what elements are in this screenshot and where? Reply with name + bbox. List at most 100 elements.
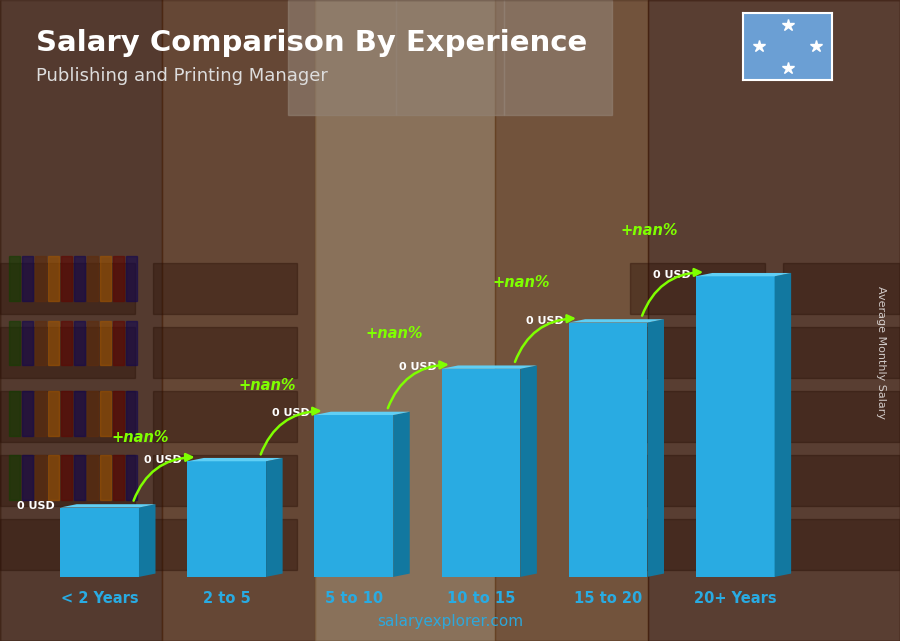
Text: 0 USD: 0 USD (526, 316, 563, 326)
Bar (48, 455, 58, 500)
Bar (87, 320, 98, 365)
Bar (504, 0, 612, 115)
Polygon shape (569, 319, 664, 322)
Bar (126, 320, 137, 365)
Bar (22, 391, 32, 436)
Bar (35, 391, 46, 436)
Bar (74, 320, 85, 365)
Polygon shape (314, 412, 410, 415)
Bar (22, 320, 32, 365)
Bar (153, 455, 297, 506)
Bar (100, 455, 111, 500)
Bar (126, 391, 137, 436)
Text: Average Monthly Salary: Average Monthly Salary (877, 286, 886, 419)
Bar (630, 391, 765, 442)
Text: +nan%: +nan% (365, 326, 423, 342)
Bar (0, 391, 135, 442)
Bar (648, 0, 900, 641)
Bar (126, 256, 137, 301)
Bar (74, 391, 85, 436)
Text: 0 USD: 0 USD (17, 501, 55, 511)
Bar (74, 455, 85, 500)
Bar (126, 455, 137, 500)
Bar (153, 391, 297, 442)
Bar (783, 455, 900, 506)
Bar (22, 256, 32, 301)
Polygon shape (520, 365, 537, 577)
Bar (113, 455, 124, 500)
Bar (9, 455, 20, 500)
Bar (100, 391, 111, 436)
Bar (630, 455, 765, 506)
Bar (630, 263, 765, 314)
Bar (0, 327, 135, 378)
Bar (696, 276, 775, 577)
Text: +nan%: +nan% (112, 430, 169, 445)
Text: 0 USD: 0 USD (653, 270, 690, 279)
Bar (314, 415, 393, 577)
Bar (9, 320, 20, 365)
Bar (87, 455, 98, 500)
Bar (442, 369, 520, 577)
Bar (60, 508, 139, 577)
Polygon shape (393, 412, 410, 577)
Bar (153, 327, 297, 378)
Bar (113, 391, 124, 436)
Bar (783, 391, 900, 442)
Bar (9, 256, 20, 301)
Bar (100, 256, 111, 301)
Text: +nan%: +nan% (620, 223, 678, 238)
Bar (35, 256, 46, 301)
Bar (783, 263, 900, 314)
Bar (0, 455, 135, 506)
Bar (35, 320, 46, 365)
Text: +nan%: +nan% (238, 378, 296, 393)
Polygon shape (187, 458, 283, 462)
Polygon shape (442, 365, 537, 369)
Bar (22, 455, 32, 500)
Text: Publishing and Printing Manager: Publishing and Printing Manager (36, 67, 328, 85)
Bar (87, 256, 98, 301)
Bar (153, 519, 297, 570)
Polygon shape (139, 504, 156, 577)
Bar (48, 320, 58, 365)
Bar (35, 455, 46, 500)
Bar (0, 263, 135, 314)
Bar (288, 0, 396, 115)
Bar (495, 0, 648, 641)
Bar (48, 391, 58, 436)
Text: +nan%: +nan% (493, 274, 551, 290)
Bar (315, 0, 495, 641)
Bar (0, 0, 162, 641)
Bar (153, 263, 297, 314)
Bar (87, 391, 98, 436)
Bar (783, 519, 900, 570)
Polygon shape (775, 273, 791, 577)
Bar (0, 519, 135, 570)
Bar (187, 462, 266, 577)
Text: 0 USD: 0 USD (272, 408, 310, 419)
Bar (630, 327, 765, 378)
Polygon shape (266, 458, 283, 577)
Text: Salary Comparison By Experience: Salary Comparison By Experience (36, 29, 587, 57)
Bar (61, 256, 72, 301)
Bar (113, 320, 124, 365)
Bar (162, 0, 315, 641)
Bar (396, 0, 504, 115)
Polygon shape (696, 273, 791, 276)
Bar (61, 455, 72, 500)
Bar (61, 320, 72, 365)
Bar (783, 327, 900, 378)
Text: 0 USD: 0 USD (399, 362, 436, 372)
Bar (48, 256, 58, 301)
Text: salaryexplorer.com: salaryexplorer.com (377, 615, 523, 629)
Polygon shape (647, 319, 664, 577)
Bar (630, 519, 765, 570)
Bar (569, 322, 647, 577)
Text: 0 USD: 0 USD (144, 454, 182, 465)
Bar (74, 256, 85, 301)
Bar (113, 256, 124, 301)
Polygon shape (60, 504, 156, 508)
Bar (100, 320, 111, 365)
Bar (61, 391, 72, 436)
